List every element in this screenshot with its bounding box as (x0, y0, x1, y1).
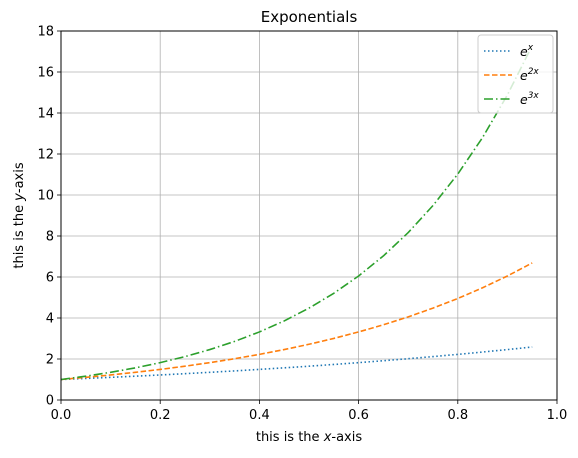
grid-lines (60, 30, 558, 401)
x-tick-label: 1.0 (547, 408, 568, 423)
plot-frame (60, 30, 558, 401)
y-tick-label: 0 (46, 394, 54, 409)
x-axis-label: this is the x-axis (256, 430, 363, 445)
y-tick-label: 2 (46, 353, 54, 368)
y-tick-label: 18 (37, 25, 54, 40)
y-tick-label: 14 (37, 107, 54, 122)
x-tick-label: 0.8 (447, 408, 468, 423)
axis-ticks: 0.0 0.2 0.4 0.6 0.8 1.0 0 2 4 6 8 10 12 14 16 18 (37, 25, 567, 424)
y-tick-label: 6 (46, 271, 54, 286)
legend-label: ex (520, 43, 534, 59)
legend-label: e2x (520, 67, 539, 83)
y-axis-label: this is the y-axis (12, 162, 27, 269)
legend-entries: ex e2x e3x (484, 43, 539, 107)
y-tick-label: 16 (37, 66, 54, 81)
y-tick-label: 8 (46, 230, 54, 245)
x-tick-label: 0.4 (249, 408, 270, 423)
y-tick-label: 4 (46, 312, 54, 327)
legend-box (477, 34, 554, 114)
legend: ex e2x e3x (477, 34, 554, 114)
series-line-e-x (60, 346, 533, 381)
x-tick-label: 0.0 (51, 408, 72, 423)
plot-series (60, 45, 533, 381)
x-tick-label: 0.2 (150, 408, 171, 423)
y-tick-label: 10 (37, 189, 54, 204)
x-tick-label: 0.6 (348, 408, 369, 423)
chart-title: Exponentials (261, 8, 358, 26)
series-line-e-2x (60, 262, 533, 381)
legend-label: e3x (520, 91, 539, 107)
y-tick-label: 12 (37, 148, 54, 163)
